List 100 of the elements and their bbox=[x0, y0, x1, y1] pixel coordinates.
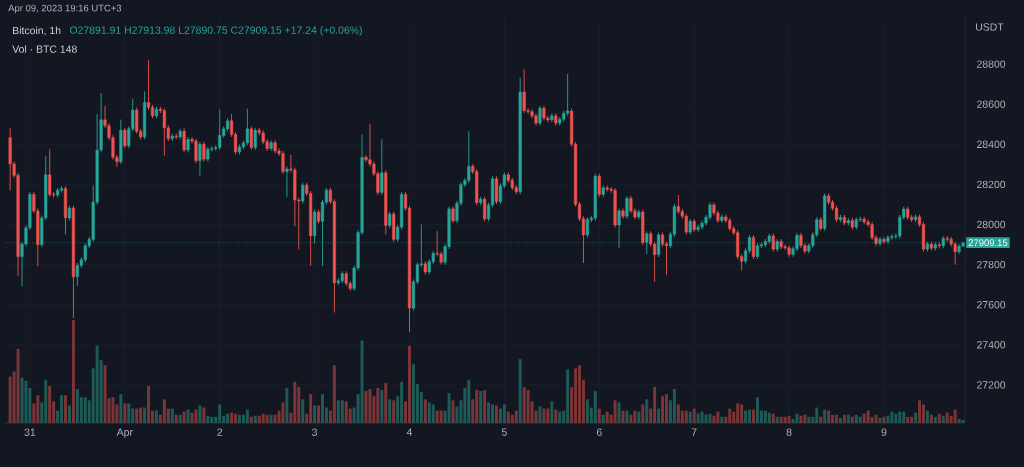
bar bbox=[495, 405, 498, 423]
bar bbox=[910, 416, 914, 423]
candlestick bbox=[720, 214, 724, 224]
y-tick-label: 28000 bbox=[977, 220, 1006, 229]
candlestick bbox=[182, 127, 186, 153]
candlestick bbox=[135, 107, 139, 135]
bar bbox=[245, 409, 249, 423]
bar bbox=[850, 416, 854, 423]
bar bbox=[206, 415, 210, 423]
bar bbox=[787, 415, 791, 423]
bar bbox=[317, 405, 321, 423]
bar bbox=[174, 414, 178, 423]
bar bbox=[617, 402, 621, 423]
bar bbox=[953, 409, 957, 423]
bar bbox=[831, 414, 835, 423]
candlestick bbox=[696, 224, 700, 233]
bar bbox=[281, 402, 285, 423]
bar bbox=[922, 404, 925, 423]
candlestick bbox=[483, 196, 487, 222]
bar bbox=[273, 414, 277, 423]
bar bbox=[321, 394, 324, 423]
candlestick bbox=[771, 233, 775, 253]
bar bbox=[332, 365, 336, 423]
bar bbox=[842, 414, 846, 423]
bar bbox=[60, 395, 64, 423]
bar bbox=[795, 413, 799, 423]
y-tick-label: 28800 bbox=[977, 60, 1006, 68]
bar bbox=[807, 416, 811, 423]
bar bbox=[783, 416, 787, 423]
bar bbox=[198, 405, 202, 423]
bar bbox=[645, 399, 649, 423]
bar bbox=[483, 390, 487, 423]
bar bbox=[558, 411, 562, 423]
bar bbox=[925, 410, 929, 423]
bar bbox=[154, 410, 158, 423]
bar bbox=[554, 409, 558, 423]
y-tick-label: 28200 bbox=[977, 180, 1006, 189]
bar bbox=[613, 400, 617, 423]
bar bbox=[431, 404, 435, 423]
bar bbox=[779, 416, 783, 423]
bar bbox=[360, 340, 364, 423]
bar bbox=[712, 415, 716, 423]
bar bbox=[368, 389, 372, 423]
bar bbox=[767, 412, 771, 423]
y-tick-label: 28400 bbox=[977, 140, 1006, 149]
bar bbox=[744, 410, 748, 423]
x-tick-label: 5 bbox=[501, 428, 507, 436]
bar bbox=[593, 391, 597, 423]
bar bbox=[71, 319, 75, 423]
bar bbox=[854, 414, 858, 423]
bar bbox=[384, 382, 388, 423]
bar bbox=[728, 408, 732, 423]
bar bbox=[285, 387, 289, 423]
candlestick bbox=[202, 141, 206, 162]
bar bbox=[498, 408, 502, 423]
bar bbox=[657, 408, 661, 423]
bar bbox=[226, 413, 230, 423]
bar bbox=[178, 414, 182, 423]
candlestick bbox=[218, 108, 222, 151]
bar bbox=[862, 413, 866, 423]
bar bbox=[902, 411, 906, 423]
bar bbox=[388, 399, 392, 423]
bar bbox=[210, 416, 214, 423]
bar bbox=[64, 395, 67, 423]
bar bbox=[293, 381, 297, 423]
bar bbox=[692, 408, 696, 423]
x-tick-label: 2 bbox=[217, 428, 223, 436]
bar bbox=[103, 365, 107, 423]
bar bbox=[653, 386, 657, 423]
bar bbox=[380, 390, 384, 423]
bar bbox=[491, 404, 495, 423]
bar bbox=[83, 397, 87, 423]
bar bbox=[574, 368, 578, 423]
bar bbox=[234, 413, 237, 423]
bar bbox=[961, 419, 965, 423]
bar bbox=[799, 415, 803, 423]
bar bbox=[672, 389, 676, 423]
bar bbox=[48, 385, 52, 423]
candlestick bbox=[676, 194, 680, 215]
bar bbox=[835, 414, 838, 423]
x-tick-label: Apr bbox=[116, 428, 133, 438]
bar bbox=[487, 402, 491, 423]
bar bbox=[218, 404, 222, 423]
bar bbox=[297, 386, 301, 423]
bar bbox=[700, 411, 704, 423]
bar bbox=[502, 404, 506, 423]
bar bbox=[237, 414, 241, 423]
candlestick bbox=[882, 236, 886, 245]
bar bbox=[24, 380, 28, 423]
bar bbox=[95, 345, 99, 423]
bar bbox=[941, 415, 945, 423]
bar bbox=[918, 400, 922, 423]
bar bbox=[261, 413, 265, 423]
bar bbox=[301, 399, 305, 423]
bar bbox=[376, 387, 380, 423]
bar bbox=[684, 410, 688, 423]
bar bbox=[538, 406, 542, 423]
bar bbox=[119, 394, 123, 423]
candlestick bbox=[494, 175, 499, 205]
bar bbox=[914, 412, 918, 423]
